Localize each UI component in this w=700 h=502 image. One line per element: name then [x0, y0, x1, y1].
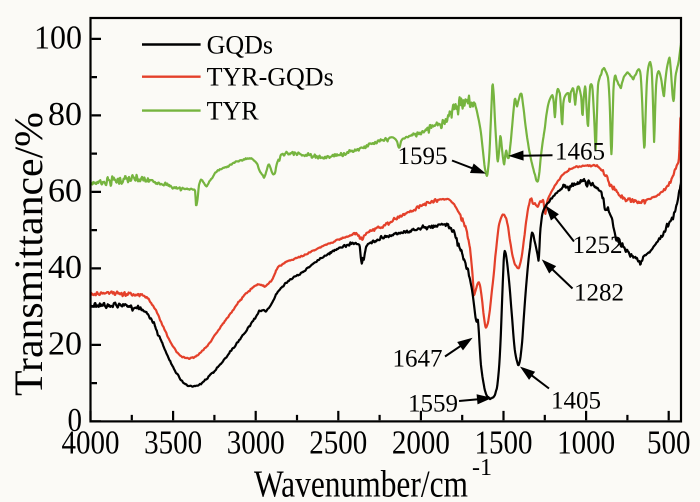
- svg-text:60: 60: [48, 172, 82, 209]
- svg-text:80: 80: [48, 96, 82, 133]
- svg-text:Wavenumber/cm: Wavenumber/cm: [254, 463, 468, 502]
- svg-text:40: 40: [48, 249, 82, 286]
- svg-text:Transmittance/%: Transmittance/%: [6, 112, 51, 396]
- svg-text:1465: 1465: [555, 139, 605, 166]
- svg-text:1595: 1595: [398, 143, 448, 170]
- svg-text:3500: 3500: [144, 424, 202, 461]
- svg-text:0: 0: [68, 402, 83, 439]
- svg-text:3000: 3000: [227, 424, 285, 461]
- svg-text:1282: 1282: [574, 280, 624, 307]
- svg-text:4000: 4000: [62, 424, 120, 461]
- svg-text:1252: 1252: [573, 232, 623, 259]
- svg-text:1559: 1559: [408, 391, 458, 418]
- svg-text:2500: 2500: [309, 424, 367, 461]
- svg-text:TYR: TYR: [207, 97, 260, 126]
- svg-text:1405: 1405: [551, 388, 601, 415]
- svg-text:TYR-GQDs: TYR-GQDs: [207, 63, 334, 92]
- svg-text:1500: 1500: [475, 424, 533, 461]
- svg-text:1000: 1000: [557, 424, 615, 461]
- svg-text:20: 20: [48, 325, 82, 362]
- svg-text:500: 500: [647, 424, 691, 461]
- svg-text:1647: 1647: [393, 346, 443, 373]
- svg-text:-1: -1: [472, 455, 492, 481]
- svg-text:2000: 2000: [392, 424, 450, 461]
- svg-text:100: 100: [34, 19, 82, 56]
- svg-text:GQDs: GQDs: [207, 31, 273, 60]
